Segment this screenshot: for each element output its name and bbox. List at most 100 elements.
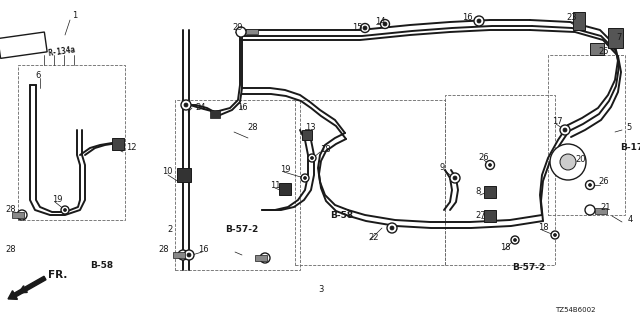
Text: 27: 27: [475, 211, 486, 220]
Circle shape: [236, 27, 246, 37]
Text: 19: 19: [280, 165, 291, 174]
Bar: [573, 12, 585, 30]
Text: 23: 23: [566, 13, 577, 22]
Circle shape: [381, 20, 390, 28]
Bar: [279, 183, 291, 195]
Text: 9: 9: [440, 164, 445, 172]
Bar: [177, 168, 191, 182]
Bar: [246, 29, 258, 34]
Circle shape: [560, 154, 576, 170]
Text: 15: 15: [352, 23, 362, 33]
Text: B-57-2: B-57-2: [225, 226, 259, 235]
Circle shape: [387, 223, 397, 233]
Circle shape: [474, 16, 484, 26]
Circle shape: [563, 128, 567, 132]
Circle shape: [589, 183, 591, 187]
Circle shape: [260, 253, 270, 263]
Text: 6: 6: [35, 70, 40, 79]
Circle shape: [488, 164, 492, 166]
Bar: [302, 130, 312, 140]
Text: 18: 18: [538, 223, 548, 233]
Bar: [590, 43, 604, 55]
Text: FR.: FR.: [48, 270, 67, 280]
Circle shape: [586, 180, 595, 189]
Circle shape: [181, 100, 191, 110]
Bar: [255, 255, 267, 261]
Circle shape: [486, 161, 495, 170]
Text: TZ54B6002: TZ54B6002: [555, 307, 595, 313]
Circle shape: [310, 156, 314, 159]
Text: 20: 20: [575, 156, 586, 164]
Circle shape: [187, 253, 191, 257]
Text: 7: 7: [616, 34, 621, 43]
Text: 2: 2: [167, 226, 172, 235]
Circle shape: [390, 226, 394, 230]
Text: 16: 16: [237, 103, 248, 113]
Circle shape: [560, 125, 570, 135]
Bar: [175, 100, 300, 270]
Circle shape: [453, 176, 457, 180]
Text: B-58: B-58: [330, 211, 353, 220]
Text: 4: 4: [628, 215, 633, 225]
Text: 17: 17: [552, 117, 563, 126]
Bar: [548, 55, 625, 215]
Circle shape: [363, 26, 367, 30]
Text: 19: 19: [52, 196, 63, 204]
Circle shape: [17, 210, 27, 220]
Circle shape: [450, 173, 460, 183]
Circle shape: [184, 250, 194, 260]
Text: 10: 10: [162, 167, 173, 177]
Circle shape: [477, 19, 481, 23]
Bar: [18, 65, 125, 220]
Text: 14: 14: [375, 18, 385, 27]
Circle shape: [550, 144, 586, 180]
Bar: [173, 252, 185, 258]
Bar: [484, 186, 496, 198]
Text: 28: 28: [5, 245, 15, 254]
Text: B-17-20: B-17-20: [620, 143, 640, 153]
Text: 16: 16: [462, 13, 472, 22]
Text: 26: 26: [478, 154, 488, 163]
Circle shape: [178, 250, 188, 260]
Circle shape: [63, 209, 67, 212]
FancyArrow shape: [8, 276, 46, 299]
Text: 13: 13: [305, 124, 316, 132]
Circle shape: [511, 236, 519, 244]
Text: 26: 26: [598, 178, 609, 187]
Circle shape: [360, 23, 369, 33]
Bar: [445, 95, 555, 265]
Circle shape: [585, 205, 595, 215]
Text: 5: 5: [626, 124, 631, 132]
Text: 3: 3: [318, 285, 323, 294]
Text: 25: 25: [598, 47, 609, 57]
Circle shape: [303, 177, 307, 180]
Circle shape: [184, 103, 188, 107]
Bar: [595, 208, 607, 214]
Circle shape: [383, 22, 387, 26]
Text: 16: 16: [198, 245, 209, 254]
Text: 28: 28: [158, 245, 168, 254]
Text: R-134a: R-134a: [47, 46, 76, 58]
Text: 18: 18: [500, 244, 511, 252]
Bar: [112, 138, 124, 150]
Circle shape: [308, 154, 316, 162]
Text: B-57-2: B-57-2: [512, 263, 545, 273]
Circle shape: [301, 174, 309, 182]
Text: 11: 11: [270, 180, 280, 189]
Text: 21: 21: [600, 204, 611, 212]
Bar: [608, 28, 623, 48]
Text: 8: 8: [475, 188, 481, 196]
Text: 24: 24: [195, 103, 205, 113]
FancyBboxPatch shape: [0, 32, 47, 58]
Circle shape: [551, 231, 559, 239]
Circle shape: [554, 234, 557, 236]
Circle shape: [513, 238, 516, 242]
Bar: [210, 110, 220, 118]
Bar: [295, 100, 445, 265]
Text: 29: 29: [232, 23, 243, 33]
Text: 28: 28: [5, 205, 15, 214]
Bar: [12, 212, 24, 218]
Bar: [484, 210, 496, 222]
Circle shape: [61, 206, 69, 214]
Text: 18: 18: [320, 146, 331, 155]
